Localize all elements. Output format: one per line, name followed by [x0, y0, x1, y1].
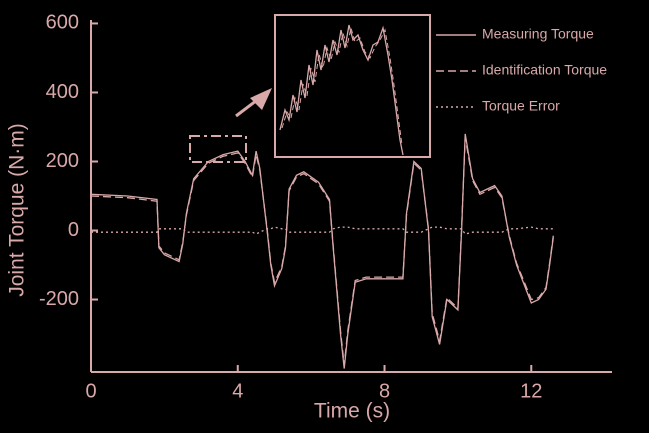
series-line	[90, 137, 554, 366]
y-tick-label: -200	[39, 288, 79, 310]
legend-label: Identification Torque	[482, 62, 607, 78]
x-tick-label: 4	[232, 380, 243, 402]
y-tick-label: 600	[46, 12, 79, 34]
x-tick-label: 8	[379, 380, 390, 402]
zoom-region	[189, 135, 247, 163]
legend-label: Torque Error	[482, 98, 560, 114]
x-tick-label: 12	[520, 380, 542, 402]
inset-line	[281, 27, 403, 146]
x-axis-title: Time (s)	[314, 400, 390, 423]
series-line	[91, 226, 554, 235]
y-axis-title: Joint Torque (N·m)	[6, 123, 29, 297]
zoom-arrowhead	[250, 88, 272, 110]
y-tick-label: 200	[46, 150, 79, 172]
x-tick-label: 0	[85, 380, 96, 402]
y-tick-label: 0	[68, 219, 79, 241]
inset-frame	[274, 14, 431, 158]
y-tick-label: 400	[46, 81, 79, 103]
legend-label: Measuring Torque	[482, 26, 594, 42]
